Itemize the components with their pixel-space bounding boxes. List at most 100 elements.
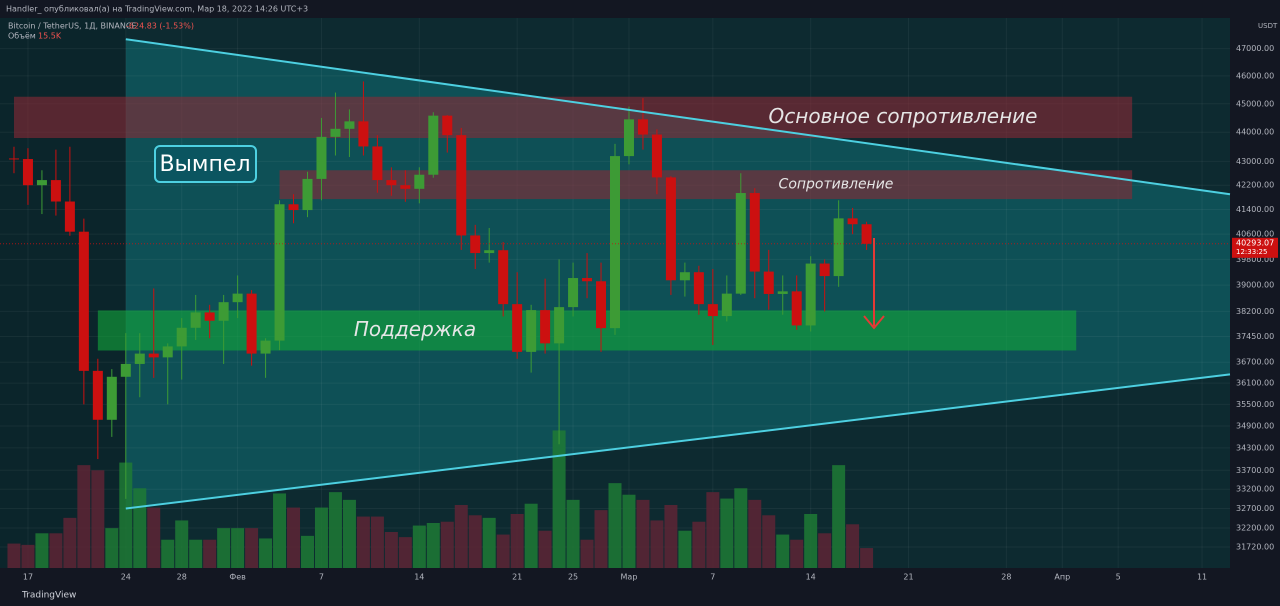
candle-body — [8, 158, 19, 160]
candle-body — [777, 291, 788, 294]
candle-body — [64, 201, 75, 232]
x-tick-label: 28 — [1001, 573, 1011, 582]
volume-bar — [762, 515, 776, 568]
y-tick-label: 43000.00 — [1236, 157, 1274, 166]
candle-body — [344, 121, 355, 129]
candle-body — [246, 293, 257, 354]
volume-bar — [259, 538, 273, 568]
volume-bar — [370, 516, 384, 568]
zone-label: Поддержка — [354, 317, 476, 341]
volume-bar — [650, 520, 664, 568]
volume-bar — [594, 510, 608, 568]
y-tick-label: 45000.00 — [1236, 99, 1274, 108]
candle-body — [665, 177, 676, 281]
volume-bar — [818, 533, 832, 568]
volume-bar — [91, 470, 105, 568]
candle-body — [554, 307, 565, 344]
y-tick-label: 39000.00 — [1236, 281, 1274, 290]
candle-body — [498, 250, 509, 305]
candle-body — [22, 159, 33, 186]
volume-bar — [301, 535, 314, 568]
x-tick-label: 24 — [121, 573, 131, 582]
countdown: 12:33:25 — [1236, 248, 1267, 256]
volume-bar — [328, 492, 342, 568]
volume-bar — [77, 465, 91, 568]
candle-body — [106, 376, 117, 420]
candle-body — [414, 174, 425, 189]
candle-body — [218, 302, 229, 321]
volume-bar — [524, 503, 538, 568]
volume-bar — [147, 507, 161, 568]
symbol: Bitcoin / TetherUS, 1Д, BINANCE — [8, 22, 136, 31]
volume-bar — [105, 528, 119, 568]
y-tick-label: 42200.00 — [1236, 181, 1274, 190]
candle-body — [134, 353, 145, 364]
candle-body — [623, 119, 634, 157]
volume-bar — [119, 462, 133, 568]
volume-bar — [21, 544, 35, 568]
volume-bar — [748, 499, 762, 568]
volume-bar — [790, 539, 804, 568]
volume-name: Объём — [8, 32, 36, 41]
zone-label: Основное сопротивление — [769, 104, 1038, 128]
volume-bar — [63, 517, 77, 568]
x-tick-label: 7 — [319, 573, 324, 582]
volume-bar — [692, 521, 706, 568]
trend-line — [125, 373, 1231, 510]
candle-body — [442, 115, 453, 136]
x-tick-label: 25 — [568, 573, 578, 582]
volume-bar — [566, 499, 580, 568]
footer-brand: TradingView — [21, 591, 76, 601]
volume-bar — [7, 543, 21, 568]
pattern-label: Вымпел — [159, 152, 250, 177]
candle-body — [358, 121, 369, 147]
volume-bar — [35, 533, 49, 568]
arrow — [863, 238, 885, 330]
volume-bar — [175, 520, 189, 568]
volume-bar — [342, 499, 356, 568]
currency: USDT — [1258, 22, 1278, 30]
candle-body — [540, 310, 551, 344]
change: -624.83 (-1.53%) — [126, 22, 194, 31]
x-tick-label: 14 — [806, 573, 816, 582]
volume-bar — [496, 534, 510, 568]
y-tick-label: 40600.00 — [1236, 230, 1274, 239]
candle-body — [512, 304, 523, 352]
volume-bar — [860, 548, 874, 568]
volume-bar — [454, 505, 468, 568]
candle-body — [861, 224, 872, 244]
volume-bar — [734, 488, 748, 568]
volume-bar — [133, 488, 147, 568]
x-tick-label: 5 — [1116, 573, 1121, 582]
candle-body — [162, 346, 173, 358]
candle-body — [50, 180, 61, 202]
volume-bar — [804, 514, 818, 568]
candle-body — [707, 304, 718, 317]
y-tick-label: 39800.00 — [1236, 255, 1274, 264]
volume-bar — [245, 528, 259, 568]
volume-bar — [706, 492, 720, 568]
candle-body — [428, 115, 439, 175]
y-tick-label: 36100.00 — [1236, 379, 1274, 388]
candle-body — [274, 204, 285, 341]
zone-label: Сопротивление — [779, 177, 894, 193]
candle-body — [847, 218, 858, 225]
volume-bar — [189, 539, 203, 568]
volume-bar — [412, 525, 426, 568]
publisher: Handler_ опубликовал(а) на TradingView.c… — [6, 5, 308, 14]
volume-label: 15.5K — [38, 32, 62, 41]
y-tick-label: 41400.00 — [1236, 205, 1274, 214]
volume-bar — [426, 523, 440, 568]
y-tick-label: 44000.00 — [1236, 128, 1274, 137]
x-tick-label: 17 — [23, 573, 33, 582]
x-tick-label: 28 — [177, 573, 187, 582]
y-tick-label: 36700.00 — [1236, 358, 1274, 367]
candle-body — [148, 353, 159, 358]
y-tick-label: 46000.00 — [1236, 71, 1274, 80]
candle-body — [679, 272, 690, 281]
x-tick-label: 7 — [710, 573, 715, 582]
candle-body — [833, 218, 844, 277]
candle-body — [693, 272, 704, 305]
candle-body — [735, 193, 746, 294]
y-tick-label: 35500.00 — [1236, 400, 1274, 409]
